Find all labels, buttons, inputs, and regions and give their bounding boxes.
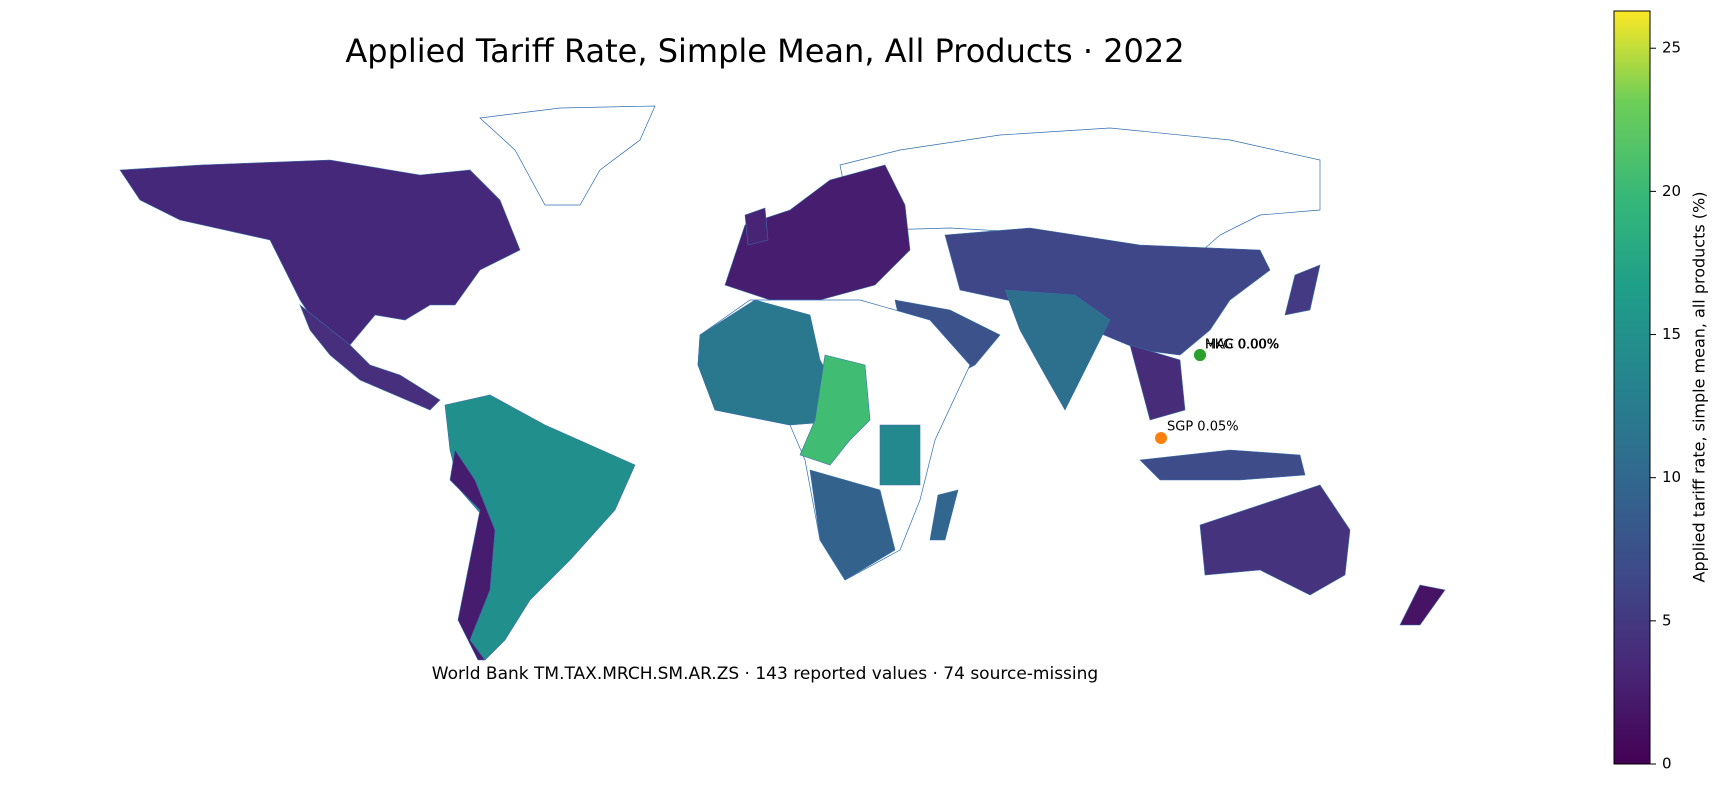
annotation-label: SGP 0.05%	[1167, 420, 1239, 435]
map-title: Applied Tariff Rate, Simple Mean, All Pr…	[345, 32, 1184, 70]
annotation-label: MAC 0.00%	[1205, 338, 1279, 353]
world-map	[119, 105, 1446, 661]
new-zealand	[1399, 584, 1446, 626]
australia	[1199, 484, 1351, 596]
caption: World Bank TM.TAX.MRCH.SM.AR.ZS · 143 re…	[432, 664, 1098, 684]
colorbar-tick-label: 5	[1662, 611, 1672, 629]
marker	[1194, 349, 1206, 361]
indonesia	[1139, 449, 1306, 481]
marker	[1155, 432, 1167, 444]
annotation-label: HKG 0.00%	[1205, 338, 1279, 353]
colorbar-tick-label: 20	[1662, 182, 1681, 200]
japan	[1284, 264, 1321, 316]
central-america	[299, 304, 441, 411]
colorbar-tick-label: 25	[1662, 39, 1681, 57]
southern-africa	[809, 469, 896, 581]
russia	[839, 127, 1321, 271]
colorbar-tick-label: 0	[1662, 755, 1672, 773]
colorbar-tick-label: 15	[1662, 325, 1681, 343]
south-asia	[1004, 289, 1111, 411]
south-america	[444, 394, 636, 661]
east-africa	[879, 424, 921, 486]
colorbar-gradient	[1613, 10, 1651, 765]
madagascar	[929, 489, 959, 541]
colorbar-tick-label: 10	[1662, 468, 1681, 486]
colorbar: Applied tariff rate, simple mean, all pr…	[1613, 10, 1709, 773]
central-africa	[799, 354, 871, 466]
southeast-asia	[1129, 344, 1186, 421]
chile-peru	[449, 449, 496, 661]
greenland	[479, 105, 656, 206]
colorbar-label: Applied tariff rate, simple mean, all pr…	[1690, 192, 1709, 583]
north-america	[119, 159, 521, 346]
annotations: HKG 0.00% MAC 0.00% SGP 0.05%	[1155, 338, 1279, 444]
uk	[744, 207, 769, 246]
